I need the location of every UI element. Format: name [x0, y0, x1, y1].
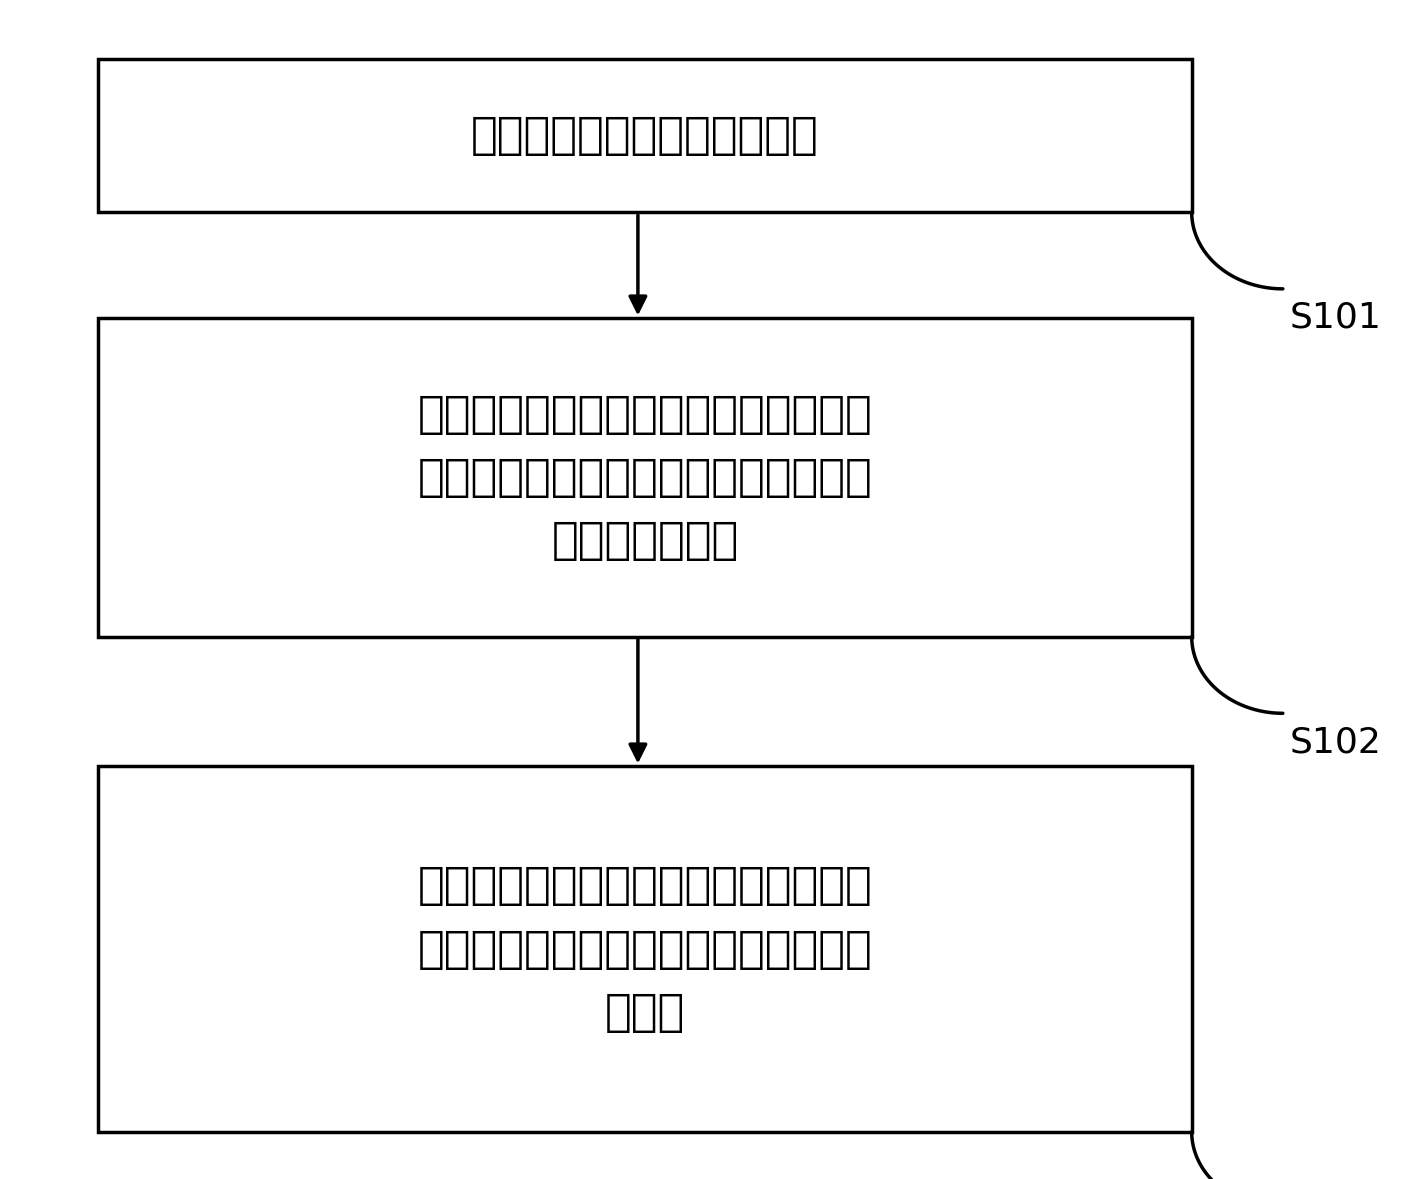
Text: 控制移动装置移动至目标位置: 控制移动装置移动至目标位置	[471, 114, 819, 157]
Text: 若移动装置移动至目标位置，控制加水
管路、加介管路和介质储料装置开启，
以开始加介处理: 若移动装置移动至目标位置，控制加水 管路、加介管路和介质储料装置开启， 以开始加…	[418, 393, 872, 562]
Text: S102: S102	[1290, 725, 1382, 759]
Bar	[98, 766, 1192, 1132]
Bar	[98, 318, 1192, 637]
Bar	[98, 59, 1192, 212]
Text: 在介质储料装置的液位达到目标液位时
，控制加水管路和加介管路关闭，以结
束加介: 在介质储料装置的液位达到目标液位时 ，控制加水管路和加介管路关闭，以结 束加介	[418, 864, 872, 1034]
Text: S101: S101	[1290, 301, 1382, 335]
